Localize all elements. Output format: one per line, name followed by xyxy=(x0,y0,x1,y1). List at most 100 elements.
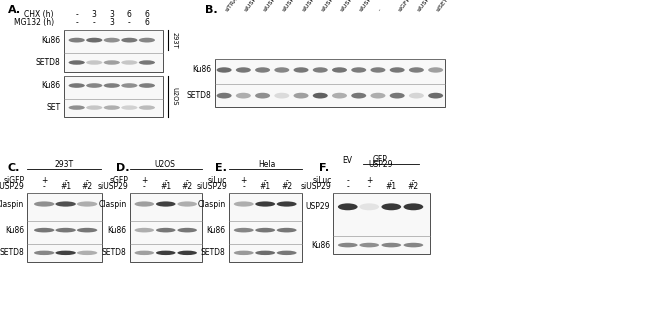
Text: +: + xyxy=(141,176,148,185)
Text: siUSP18: siUSP18 xyxy=(243,0,263,12)
Ellipse shape xyxy=(255,228,275,232)
Text: 293T: 293T xyxy=(54,160,73,169)
Text: Ku86: Ku86 xyxy=(192,66,211,74)
Ellipse shape xyxy=(104,38,120,43)
Text: B.: B. xyxy=(205,5,217,15)
Ellipse shape xyxy=(216,67,231,73)
Ellipse shape xyxy=(122,38,137,43)
Bar xyxy=(214,59,445,107)
Ellipse shape xyxy=(351,93,366,99)
Ellipse shape xyxy=(77,228,98,232)
Text: Claspin: Claspin xyxy=(0,200,24,208)
Text: -: - xyxy=(412,176,415,185)
Ellipse shape xyxy=(294,93,309,99)
Text: siUSP2: siUSP2 xyxy=(263,0,280,12)
Text: 3: 3 xyxy=(92,11,97,19)
Text: -: - xyxy=(242,182,245,191)
Text: siUSP33: siUSP33 xyxy=(320,0,339,12)
Text: -: - xyxy=(86,176,88,185)
Ellipse shape xyxy=(313,67,328,73)
Ellipse shape xyxy=(234,251,254,255)
Text: siLuc: siLuc xyxy=(207,176,227,185)
Text: 3: 3 xyxy=(109,11,114,19)
Text: D.: D. xyxy=(116,163,129,173)
Text: #2: #2 xyxy=(281,182,292,191)
Text: Hela: Hela xyxy=(258,160,275,169)
Ellipse shape xyxy=(428,93,443,99)
Text: -: - xyxy=(368,182,370,191)
Ellipse shape xyxy=(139,105,155,110)
Text: siGFP: siGFP xyxy=(3,176,25,185)
Text: -: - xyxy=(143,182,146,191)
Text: siUSP29: siUSP29 xyxy=(417,0,436,12)
Text: SETD8: SETD8 xyxy=(201,248,226,257)
Text: -: - xyxy=(64,176,67,185)
Text: #1: #1 xyxy=(160,182,172,191)
Ellipse shape xyxy=(177,251,197,255)
Text: -: - xyxy=(128,18,131,27)
Text: siUSP29: siUSP29 xyxy=(196,182,227,191)
Text: +: + xyxy=(366,176,372,185)
Ellipse shape xyxy=(77,202,98,207)
Ellipse shape xyxy=(69,105,84,110)
Ellipse shape xyxy=(332,93,347,99)
Ellipse shape xyxy=(274,67,289,73)
Ellipse shape xyxy=(236,67,251,73)
Ellipse shape xyxy=(236,93,251,99)
Ellipse shape xyxy=(156,251,176,255)
Ellipse shape xyxy=(156,228,176,232)
Ellipse shape xyxy=(255,202,275,207)
Text: siLuc: siLuc xyxy=(312,176,332,185)
Ellipse shape xyxy=(255,93,270,99)
Ellipse shape xyxy=(139,38,155,43)
Text: #1: #1 xyxy=(259,182,271,191)
Bar xyxy=(27,193,102,262)
Text: siUSP51: siUSP51 xyxy=(359,0,378,12)
Ellipse shape xyxy=(77,251,98,255)
Text: 6: 6 xyxy=(127,11,132,19)
Ellipse shape xyxy=(34,228,55,232)
Ellipse shape xyxy=(55,202,76,207)
Ellipse shape xyxy=(135,202,154,207)
Text: SET: SET xyxy=(46,103,60,112)
Ellipse shape xyxy=(34,202,55,207)
Ellipse shape xyxy=(122,60,137,65)
Text: USP29: USP29 xyxy=(306,202,330,211)
Text: #1: #1 xyxy=(385,182,397,191)
Text: #2: #2 xyxy=(81,182,93,191)
Text: E.: E. xyxy=(214,163,226,173)
Ellipse shape xyxy=(359,243,379,247)
Text: C.: C. xyxy=(8,163,20,173)
Ellipse shape xyxy=(139,60,155,65)
Ellipse shape xyxy=(409,67,424,73)
Text: Ku86: Ku86 xyxy=(42,36,60,44)
Ellipse shape xyxy=(104,60,120,65)
Text: siUSP29: siUSP29 xyxy=(282,0,301,12)
Text: 6: 6 xyxy=(144,18,150,27)
Text: Ku86: Ku86 xyxy=(207,226,226,234)
Text: SETD8: SETD8 xyxy=(36,58,60,67)
Bar xyxy=(229,193,302,262)
Bar xyxy=(64,76,162,117)
Ellipse shape xyxy=(104,105,120,110)
Ellipse shape xyxy=(255,251,275,255)
Text: -: - xyxy=(346,176,349,185)
Ellipse shape xyxy=(135,251,154,255)
Ellipse shape xyxy=(390,93,405,99)
Text: #2: #2 xyxy=(408,182,419,191)
Text: +: + xyxy=(240,176,247,185)
Text: Claspin: Claspin xyxy=(198,200,226,208)
Text: 6: 6 xyxy=(144,11,150,19)
Ellipse shape xyxy=(294,67,309,73)
Text: siUSP36: siUSP36 xyxy=(339,0,359,12)
Text: -: - xyxy=(285,176,288,185)
Text: siSETD8: siSETD8 xyxy=(436,0,455,12)
Ellipse shape xyxy=(234,202,254,207)
Ellipse shape xyxy=(55,228,76,232)
Text: -: - xyxy=(264,176,266,185)
Ellipse shape xyxy=(404,243,423,247)
Ellipse shape xyxy=(409,93,424,99)
Ellipse shape xyxy=(274,93,289,99)
Ellipse shape xyxy=(234,228,254,232)
Text: -: - xyxy=(75,11,78,19)
